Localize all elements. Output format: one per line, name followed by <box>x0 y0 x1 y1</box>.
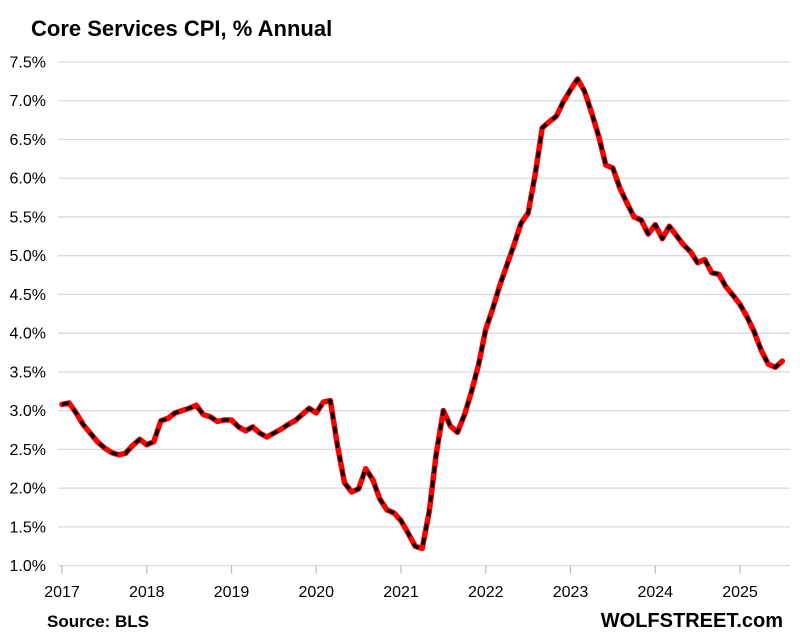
chart-title: Core Services CPI, % Annual <box>31 16 333 41</box>
y-axis-tick-label: 6.5% <box>10 132 46 149</box>
data-line-dash-overlay <box>61 77 784 551</box>
x-axis-labels: 2017 2018 2019 2020 2021 2022 2023 2024 2025 <box>44 584 758 601</box>
x-axis-tick-label: 2023 <box>553 584 589 601</box>
data-line-red <box>59 76 786 552</box>
x-axis-tick-label: 2025 <box>722 584 758 601</box>
data-line <box>59 76 786 552</box>
x-axis-tick-label: 2018 <box>129 584 165 601</box>
y-axis-tick-label: 3.0% <box>10 403 46 420</box>
y-axis-tick-label: 5.0% <box>10 248 46 265</box>
x-axis-tick-label: 2017 <box>44 584 80 601</box>
y-axis-tick-label: 7.5% <box>10 55 46 72</box>
x-axis-ticks <box>61 565 741 574</box>
y-axis-labels: 1.0% 1.5% 2.0% 2.5% 3.0% 3.5% 4.0% 4.5% 5.0% 5.5%… <box>10 55 46 576</box>
y-axis-tick-label: 2.0% <box>10 481 46 498</box>
x-axis-tick-label: 2021 <box>383 584 419 601</box>
y-axis-tick-label: 3.5% <box>10 364 46 381</box>
source-label: Source: BLS <box>47 612 150 631</box>
y-axis-tick-label: 5.5% <box>10 209 46 226</box>
y-axis-tick-label: 1.5% <box>10 519 46 536</box>
x-axis-tick-label: 2022 <box>468 584 504 601</box>
gridlines <box>58 61 790 567</box>
y-axis-tick-label: 2.5% <box>10 442 46 459</box>
wolfstreet-branding: WOLFSTREET.com <box>600 610 783 632</box>
y-axis-tick-label: 4.0% <box>10 326 46 343</box>
y-axis-tick-label: 7.0% <box>10 93 46 110</box>
y-axis-tick-label: 6.0% <box>10 171 46 188</box>
x-axis-tick-label: 2024 <box>637 584 673 601</box>
x-axis-tick-label: 2020 <box>298 584 334 601</box>
y-axis-tick-label: 4.5% <box>10 287 46 304</box>
y-axis-tick-label: 1.0% <box>10 558 46 575</box>
x-axis-tick-label: 2019 <box>214 584 250 601</box>
